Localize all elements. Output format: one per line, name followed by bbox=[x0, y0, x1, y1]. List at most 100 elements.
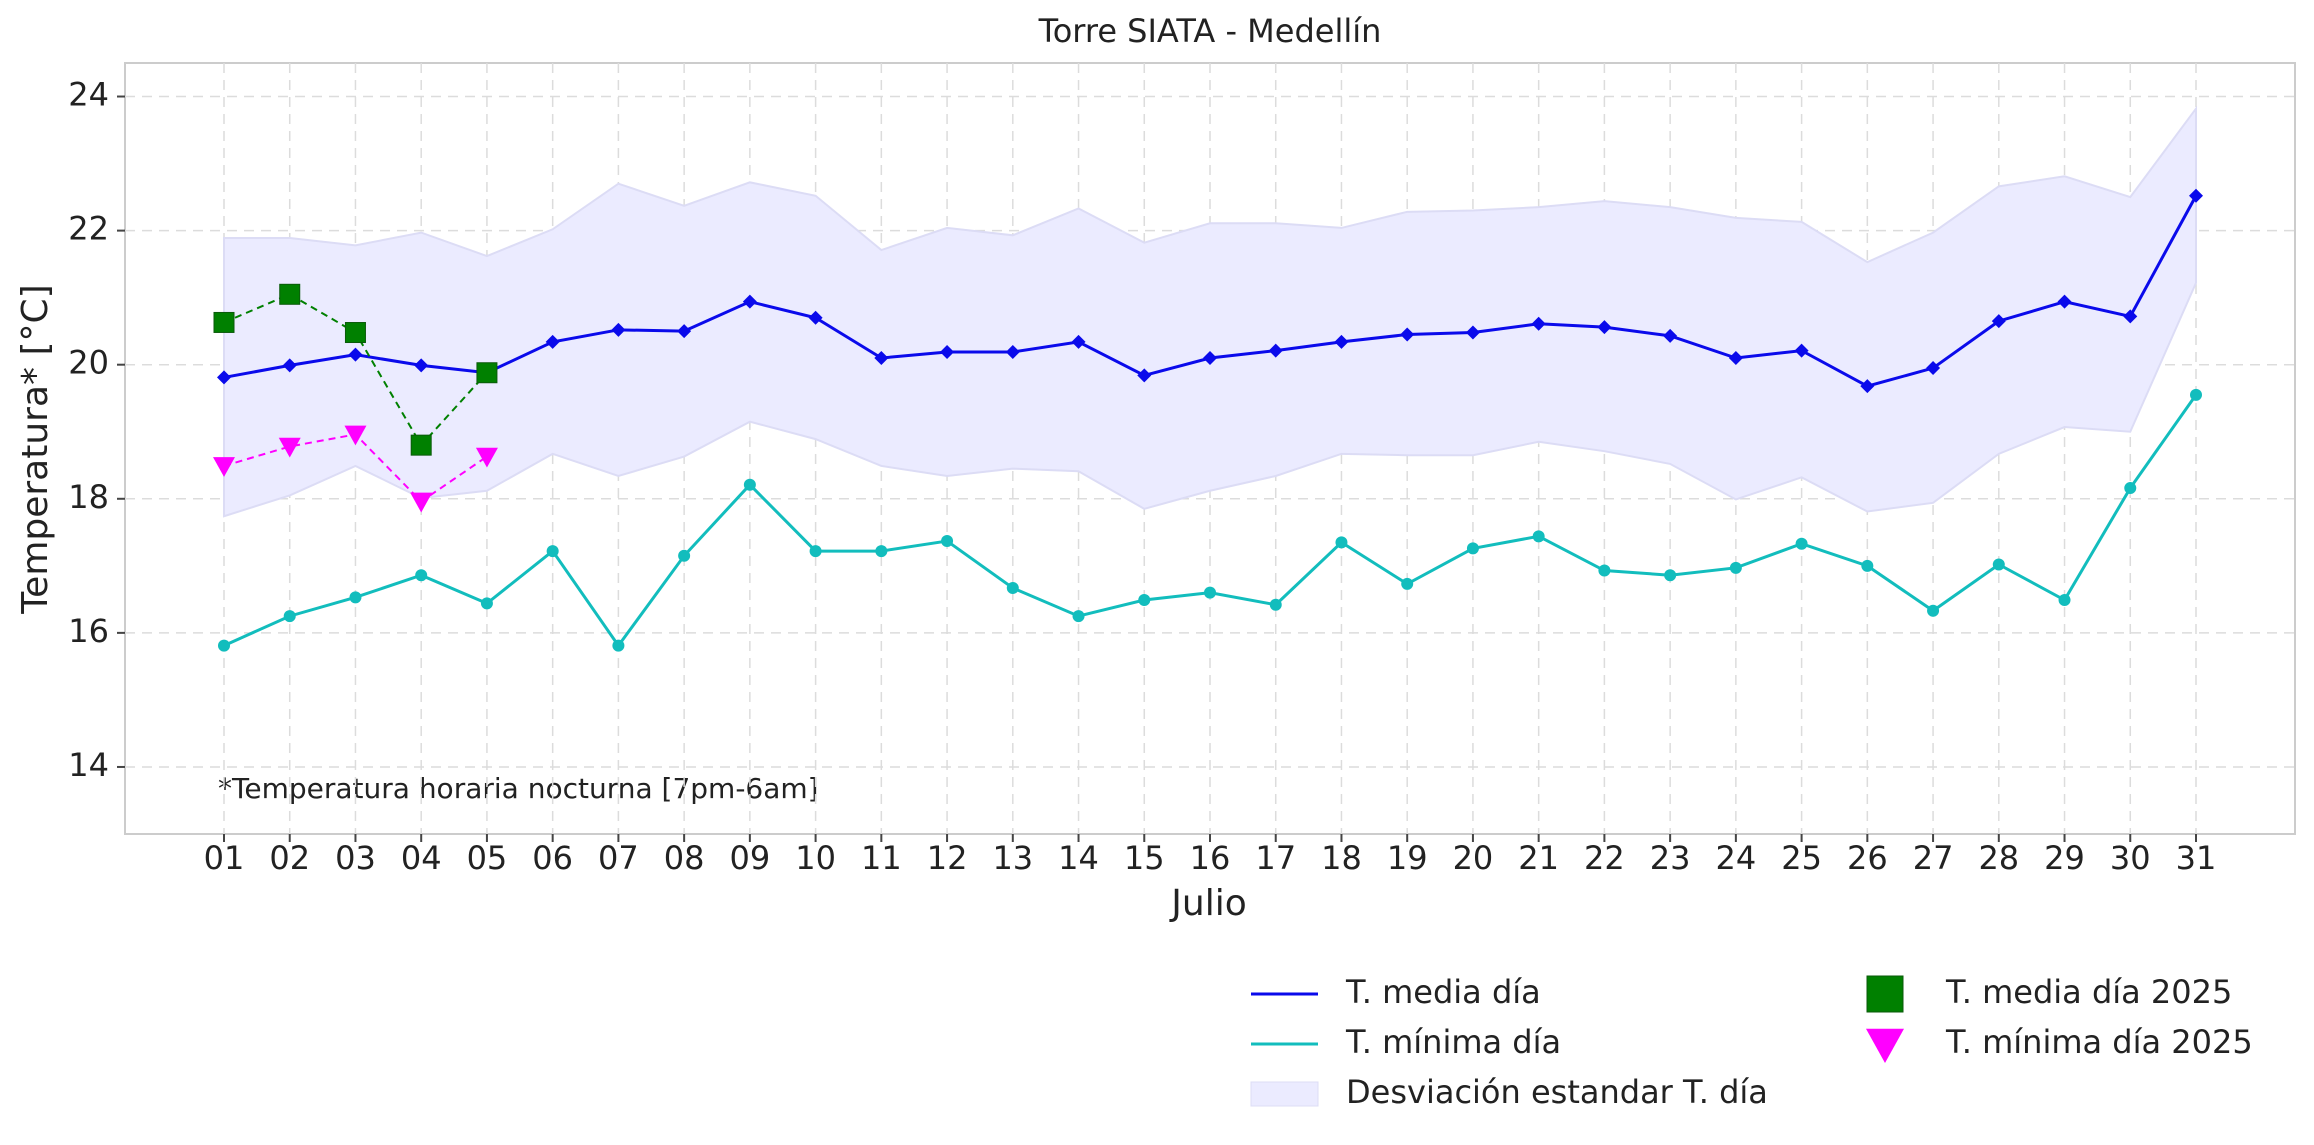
y-tick-label: 24 bbox=[68, 76, 109, 114]
x-tick-label: 13 bbox=[992, 839, 1033, 877]
point bbox=[1005, 344, 1020, 359]
point bbox=[2123, 309, 2138, 324]
x-tick-label: 07 bbox=[598, 839, 639, 877]
point bbox=[348, 347, 363, 362]
point bbox=[808, 310, 823, 325]
x-tick-label: 28 bbox=[1978, 839, 2019, 877]
x-tick-label: 11 bbox=[861, 839, 902, 877]
x-tick-label: 17 bbox=[1255, 839, 1296, 877]
x-tick-label: 16 bbox=[1190, 839, 1231, 877]
point bbox=[1860, 379, 1875, 394]
x-tick-label: 02 bbox=[269, 839, 310, 877]
point bbox=[875, 545, 888, 558]
x-tick-label: 23 bbox=[1650, 839, 1691, 877]
point bbox=[283, 610, 296, 623]
point bbox=[344, 425, 367, 446]
point bbox=[217, 370, 231, 385]
point bbox=[1006, 581, 1019, 594]
point bbox=[678, 549, 691, 562]
x-tick-label: 06 bbox=[532, 839, 573, 877]
point bbox=[1203, 350, 1217, 365]
legend-swatch bbox=[1866, 1028, 1904, 1063]
point bbox=[1531, 316, 1546, 331]
x-tick-label: 01 bbox=[204, 839, 245, 877]
point bbox=[1466, 542, 1479, 555]
point bbox=[1071, 334, 1086, 349]
x-tick-label: 03 bbox=[335, 839, 376, 877]
point bbox=[546, 545, 559, 558]
point bbox=[1072, 610, 1085, 623]
point bbox=[1400, 327, 1415, 342]
point bbox=[2057, 294, 2072, 309]
point bbox=[611, 322, 626, 337]
legend-swatch bbox=[1866, 975, 1904, 1013]
point bbox=[1465, 325, 1480, 340]
x-tick-label: 18 bbox=[1321, 839, 1362, 877]
point bbox=[1795, 537, 1808, 550]
point bbox=[1268, 343, 1283, 358]
x-tick-label: 20 bbox=[1453, 839, 1494, 877]
x-tick-label: 10 bbox=[795, 839, 836, 877]
point bbox=[1269, 598, 1282, 611]
x-tick-label: 15 bbox=[1124, 839, 1165, 877]
point bbox=[545, 334, 560, 349]
x-tick-label: 27 bbox=[1913, 839, 1954, 877]
legend-label: T. media día 2025 bbox=[1945, 973, 2232, 1011]
point bbox=[282, 358, 297, 373]
point bbox=[1335, 536, 1348, 549]
y-axis-label: Temperatura* [°C] bbox=[15, 284, 56, 614]
x-tick-label: 04 bbox=[401, 839, 442, 877]
point bbox=[415, 569, 428, 582]
point bbox=[1598, 564, 1611, 577]
point bbox=[1992, 558, 2005, 571]
point bbox=[1137, 368, 1152, 383]
x-tick-label: 26 bbox=[1847, 839, 1888, 877]
point bbox=[349, 591, 362, 604]
x-axis-label: Julio bbox=[1169, 883, 1246, 924]
y-tick-label: 18 bbox=[68, 478, 109, 516]
legend-label: T. media día bbox=[1345, 973, 1541, 1011]
x-tick-label: 09 bbox=[730, 839, 771, 877]
y-tick-label: 22 bbox=[68, 210, 109, 248]
y-tick-label: 16 bbox=[68, 612, 109, 650]
x-tick-label: 25 bbox=[1781, 839, 1822, 877]
point bbox=[1729, 561, 1742, 574]
x-tick-label: 08 bbox=[664, 839, 705, 877]
annotation: *Temperatura horaria nocturna [7pm-6am] bbox=[218, 772, 819, 805]
point bbox=[940, 344, 955, 359]
x-tick-label: 30 bbox=[2110, 839, 2151, 877]
std-band bbox=[223, 105, 2197, 518]
point bbox=[1334, 334, 1349, 349]
y-tick-label: 14 bbox=[68, 746, 109, 784]
point bbox=[414, 358, 429, 373]
point bbox=[218, 639, 230, 652]
point bbox=[2124, 482, 2137, 495]
x-tick-label: 29 bbox=[2044, 839, 2085, 877]
point bbox=[1927, 604, 1940, 617]
point bbox=[1991, 314, 2006, 329]
x-tick-label: 19 bbox=[1387, 839, 1428, 877]
point bbox=[279, 283, 301, 305]
point bbox=[1728, 350, 1743, 365]
x-tick-label: 21 bbox=[1518, 839, 1559, 877]
point bbox=[1597, 320, 1612, 335]
legend-label: Desviación estandar T. día bbox=[1346, 1073, 1768, 1111]
point bbox=[941, 535, 954, 548]
point bbox=[1204, 586, 1216, 599]
point bbox=[475, 447, 498, 468]
x-tick-label: 05 bbox=[467, 839, 508, 877]
point bbox=[278, 437, 301, 458]
x-tick-label: 24 bbox=[1716, 839, 1757, 877]
point bbox=[344, 322, 366, 344]
point bbox=[742, 294, 757, 309]
point bbox=[410, 434, 432, 456]
legend-label: T. mínima día bbox=[1345, 1023, 1561, 1061]
point bbox=[1138, 594, 1151, 607]
point bbox=[480, 597, 493, 610]
point bbox=[2189, 188, 2203, 203]
point bbox=[1401, 577, 1414, 590]
point bbox=[1794, 343, 1809, 358]
point bbox=[1861, 559, 1874, 572]
point bbox=[809, 545, 822, 558]
